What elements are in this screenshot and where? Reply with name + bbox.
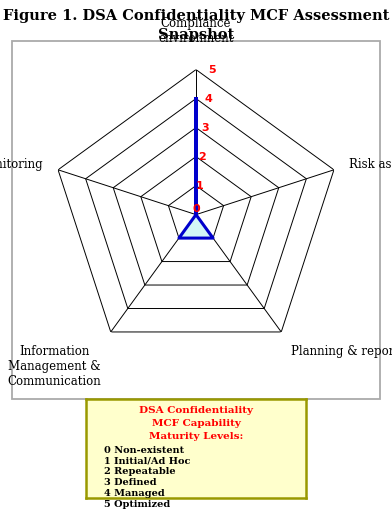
Text: MCF Capability: MCF Capability [152, 419, 240, 428]
Text: 4: 4 [205, 95, 213, 104]
Text: 0: 0 [193, 204, 200, 215]
Text: 3: 3 [202, 123, 209, 133]
Text: 1 Initial/Ad Hoc: 1 Initial/Ad Hoc [104, 457, 190, 466]
Text: 2: 2 [198, 152, 206, 162]
Text: Maturity Levels:: Maturity Levels: [149, 432, 243, 442]
Text: 5: 5 [208, 65, 216, 76]
Text: Planning & reporting: Planning & reporting [290, 345, 392, 358]
Polygon shape [179, 99, 213, 238]
Text: 4 Managed: 4 Managed [104, 489, 165, 498]
Text: 2 Repeatable: 2 Repeatable [104, 468, 176, 476]
Text: 3 Defined: 3 Defined [104, 478, 156, 487]
Text: 1: 1 [195, 181, 203, 191]
Text: Figure 1. DSA Confidentiality MCF Assessment: Figure 1. DSA Confidentiality MCF Assess… [3, 9, 389, 23]
Text: 5 Optimized: 5 Optimized [104, 500, 170, 509]
Text: 0 Non-existent: 0 Non-existent [104, 446, 184, 455]
Text: DSA Confidentiality: DSA Confidentiality [139, 406, 253, 414]
Text: Snapshot: Snapshot [158, 28, 234, 42]
Text: Monitoring: Monitoring [0, 158, 43, 171]
Text: Compliance
environment: Compliance environment [158, 17, 234, 45]
Text: Information
Management &
Communication: Information Management & Communication [7, 345, 102, 388]
Text: Risk assessment: Risk assessment [349, 158, 392, 171]
